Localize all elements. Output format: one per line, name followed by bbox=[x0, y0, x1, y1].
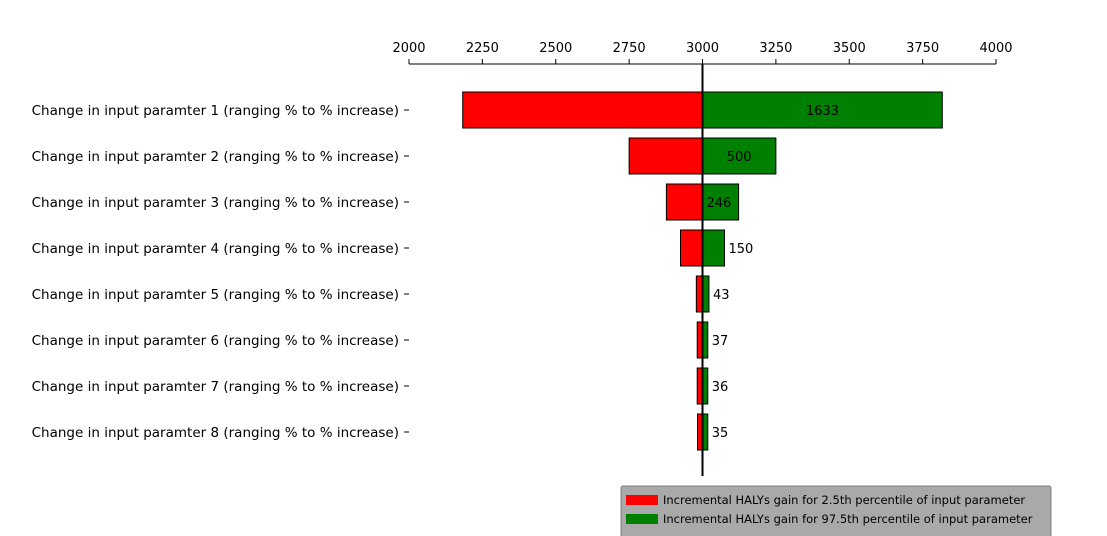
data-label: 43 bbox=[713, 288, 730, 303]
x-tick-label: 4000 bbox=[979, 41, 1012, 56]
category-label: Change in input paramter 6 (ranging % to… bbox=[32, 333, 399, 349]
x-tick-label: 2500 bbox=[539, 41, 572, 56]
bar-high bbox=[702, 229, 726, 267]
data-label: 500 bbox=[727, 150, 752, 165]
category-labels: Change in input paramter 1 (ranging % to… bbox=[32, 103, 409, 441]
x-tick-label: 3750 bbox=[906, 41, 939, 56]
bar-low bbox=[665, 183, 703, 221]
x-tick-label: 2000 bbox=[392, 41, 425, 56]
category-label: Change in input paramter 7 (ranging % to… bbox=[32, 379, 399, 395]
category-label: Change in input paramter 8 (ranging % to… bbox=[32, 425, 399, 441]
bars bbox=[462, 91, 943, 451]
legend-swatch bbox=[626, 514, 658, 524]
data-label: 1633 bbox=[806, 104, 839, 119]
legend-swatch bbox=[626, 495, 658, 505]
category-label: Change in input paramter 1 (ranging % to… bbox=[32, 103, 399, 119]
x-tick-label: 2750 bbox=[613, 41, 646, 56]
legend-label: Incremental HALYs gain for 2.5th percent… bbox=[663, 493, 1025, 507]
x-tick-label: 2250 bbox=[466, 41, 499, 56]
legend: Incremental HALYs gain for 2.5th percent… bbox=[620, 485, 1052, 536]
category-label: Change in input paramter 2 (ranging % to… bbox=[32, 149, 399, 165]
data-label: 36 bbox=[712, 380, 729, 395]
data-labels: 1633 500 246 150 43 37 36 35 bbox=[707, 104, 839, 441]
data-label: 246 bbox=[707, 196, 732, 211]
bar-low bbox=[679, 229, 703, 267]
data-label: 150 bbox=[729, 242, 754, 257]
x-tick-label: 3250 bbox=[759, 41, 792, 56]
bar-low bbox=[628, 137, 703, 175]
bar-low bbox=[462, 91, 704, 129]
legend-label: Incremental HALYs gain for 97.5th percen… bbox=[663, 512, 1033, 526]
category-label: Change in input paramter 5 (ranging % to… bbox=[32, 287, 399, 303]
category-label: Change in input paramter 3 (ranging % to… bbox=[32, 195, 399, 211]
x-axis: 2000 2250 2500 2750 3000 3250 3500 3750 4000 bbox=[392, 41, 1013, 65]
data-label: 35 bbox=[712, 426, 729, 441]
category-label: Change in input paramter 4 (ranging % to… bbox=[32, 241, 399, 257]
data-label: 37 bbox=[712, 334, 729, 349]
x-tick-label: 3000 bbox=[686, 41, 719, 56]
legend-box bbox=[620, 485, 1052, 536]
x-tick-label: 3500 bbox=[833, 41, 866, 56]
